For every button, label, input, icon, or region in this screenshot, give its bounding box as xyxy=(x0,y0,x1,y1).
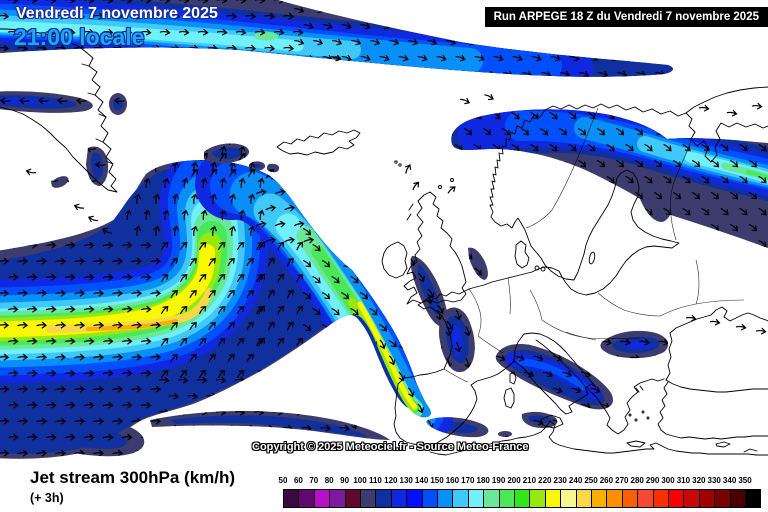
legend-cell xyxy=(313,489,331,508)
legend-tick-label: 180 xyxy=(476,476,490,485)
legend-tick-label: 330 xyxy=(707,476,721,485)
legend-cell xyxy=(621,489,639,508)
legend-tick-label: 70 xyxy=(309,476,319,485)
legend-tick-label: 320 xyxy=(692,476,706,485)
run-info-box: Run ARPEGE 18 Z du Vendredi 7 novembre 2… xyxy=(484,7,768,27)
legend-cell xyxy=(360,489,377,508)
jet-patch-balkans xyxy=(600,330,669,359)
jet-patch-mediterranean xyxy=(495,344,614,437)
legend-tick-label: 160 xyxy=(445,476,460,485)
map-parameter-title: Jet stream 300hPa (km/h) xyxy=(30,468,236,487)
legend-cell xyxy=(498,489,515,508)
legend-tick-label: 300 xyxy=(661,476,675,485)
legend-tick-label: 80 xyxy=(324,476,334,485)
jet-patch-greenland xyxy=(0,91,127,188)
country-borders xyxy=(443,107,745,383)
legend-cell xyxy=(729,489,746,508)
jet-patch-germany xyxy=(410,247,488,373)
legend-tick-label: 290 xyxy=(645,476,660,485)
legend-tick-label: 220 xyxy=(538,476,552,485)
legend-tick-label: 260 xyxy=(599,476,614,485)
legend-cell xyxy=(375,489,392,508)
legend-cell xyxy=(560,489,577,508)
legend-tick-label: 150 xyxy=(430,476,444,485)
legend-cell xyxy=(668,489,685,508)
legend-cell xyxy=(483,489,500,508)
date-label: Vendredi 7 novembre 2025 xyxy=(16,5,218,22)
legend-cell xyxy=(637,489,654,508)
legend-cell xyxy=(606,489,623,508)
legend-tick-label: 90 xyxy=(340,476,350,485)
legend-tick-label: 50 xyxy=(278,476,288,485)
legend-tick-label: 110 xyxy=(368,476,382,485)
forecast-step-label: (+ 3h) xyxy=(30,491,64,505)
legend-tick-label: 200 xyxy=(507,476,521,485)
legend-tick-label: 190 xyxy=(491,476,506,485)
legend-tick-label: 250 xyxy=(584,476,598,485)
color-scale-legend: 50 60 70 80 90 100 110 120 130 140 150 160 170 180 190… xyxy=(279,476,763,510)
legend-cell xyxy=(298,489,315,508)
legend-cell xyxy=(329,489,346,508)
coastlines xyxy=(0,28,768,456)
time-label: 21:00 locale xyxy=(14,24,145,50)
legend-cell xyxy=(591,489,608,508)
copyright-label: Copyright © 2025 Meteociel.fr - Source M… xyxy=(252,441,529,453)
legend-cell xyxy=(437,489,454,508)
legend-tick-label: 130 xyxy=(399,476,413,485)
legend-cell xyxy=(745,489,762,508)
legend-cell xyxy=(467,489,485,508)
legend-cell xyxy=(344,489,361,508)
legend-tick-label: 270 xyxy=(615,476,629,485)
legend-cell xyxy=(421,489,438,508)
legend-cell xyxy=(390,489,408,508)
legend-cell xyxy=(406,489,423,508)
legend-cell xyxy=(452,489,469,508)
legend-cell xyxy=(575,489,592,508)
jet-band-top xyxy=(0,0,673,77)
legend-tick-label: 240 xyxy=(568,476,583,485)
legend-cell xyxy=(714,489,731,508)
run-info-label: Run ARPEGE 18 Z du Vendredi 7 novembre 2… xyxy=(493,11,759,23)
legend-tick-label: 170 xyxy=(461,476,475,485)
legend-tick-label: 140 xyxy=(414,476,429,485)
legend-tick-label: 210 xyxy=(522,476,537,485)
legend-tick-label: 60 xyxy=(293,476,303,485)
legend-cell xyxy=(283,489,300,508)
legend-tick-label: 120 xyxy=(384,476,398,485)
legend-tick-label: 100 xyxy=(353,476,367,485)
legend-tick-label: 230 xyxy=(553,476,567,485)
jet-patch-iceland-south xyxy=(204,56,341,173)
legend-tick-label: 340 xyxy=(722,476,737,485)
legend-cell xyxy=(529,489,546,508)
legend-tick-label: 310 xyxy=(676,476,691,485)
legend-cell xyxy=(683,489,700,508)
legend-cell xyxy=(698,489,716,508)
legend-cell xyxy=(514,489,531,508)
legend-cell xyxy=(652,489,669,508)
legend-tick-label: 280 xyxy=(630,476,644,485)
legend-cell xyxy=(544,489,562,508)
legend-tick-label: 350 xyxy=(738,476,752,485)
